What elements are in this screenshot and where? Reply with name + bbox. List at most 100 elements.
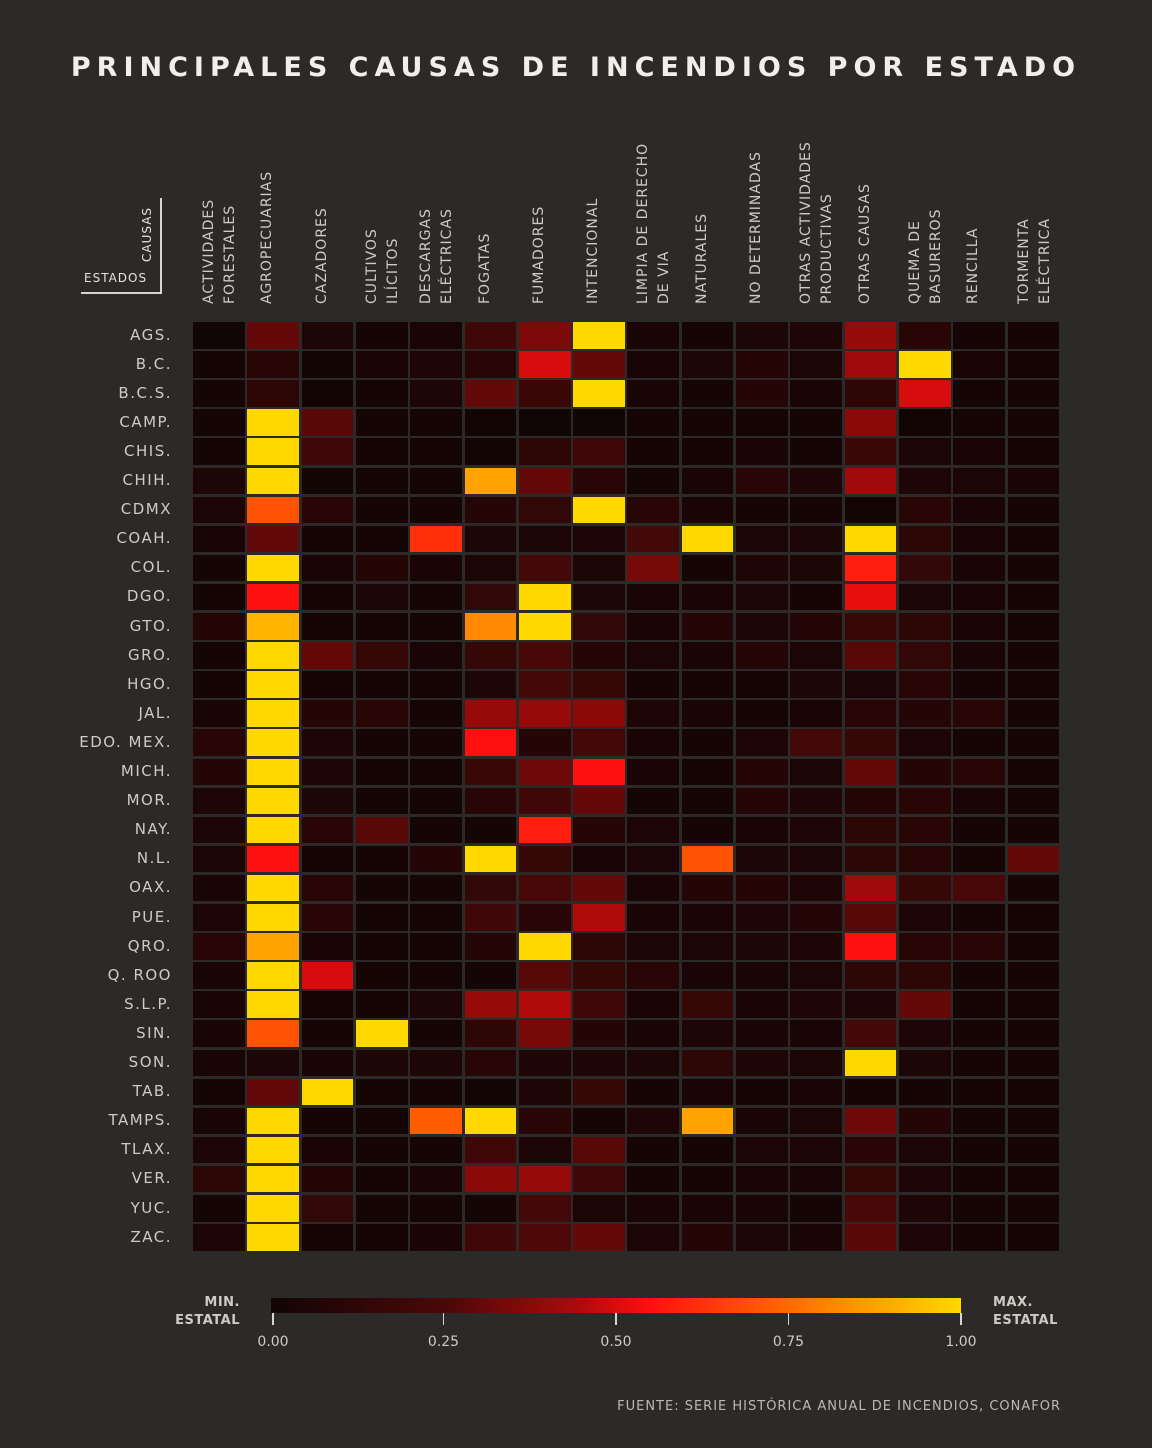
heatmap-cell	[898, 438, 951, 465]
heatmap-cell	[301, 525, 354, 553]
heatmap-cell	[247, 845, 300, 873]
heatmap-cell	[681, 1136, 734, 1164]
heatmap-cell	[898, 1107, 951, 1135]
heatmap-cell	[193, 933, 245, 960]
heatmap-cell	[247, 554, 300, 582]
heatmap-cell	[573, 1049, 625, 1077]
heatmap-cell	[355, 1049, 408, 1077]
heatmap-cell	[736, 438, 788, 465]
heatmap-cell	[247, 583, 300, 611]
heatmap-cell	[736, 583, 788, 611]
heatmap-cell	[518, 1049, 571, 1077]
heatmap-cell	[193, 322, 245, 349]
heatmap-cell	[1007, 787, 1060, 815]
heatmap-cell	[518, 583, 571, 611]
heatmap-cell	[953, 845, 1005, 873]
heatmap-cell	[736, 1165, 788, 1193]
heatmap-cell	[247, 438, 300, 465]
heatmap-cell	[193, 1049, 245, 1077]
heatmap-cell	[736, 1049, 788, 1077]
heatmap-cell	[1007, 642, 1060, 669]
source-note: FUENTE: SERIE HISTÓRICA ANUAL DE INCENDI…	[617, 1399, 1061, 1414]
heatmap-cell	[627, 322, 680, 349]
legend-tick-mark	[272, 1313, 274, 1325]
heatmap-cell	[844, 322, 897, 349]
heatmap-cell	[573, 438, 625, 465]
heatmap-cell	[953, 1078, 1005, 1106]
heatmap-cell	[681, 583, 734, 611]
heatmap-cell	[1007, 991, 1060, 1018]
chart-title: PRINCIPALES CAUSAS DE INCENDIOS POR ESTA…	[70, 52, 1082, 83]
heatmap-cell	[247, 933, 300, 960]
heatmap-cell	[898, 787, 951, 815]
heatmap-cell	[301, 1165, 354, 1193]
heatmap-cell	[247, 904, 300, 931]
heatmap-cell	[464, 1020, 517, 1047]
heatmap-cell	[681, 845, 734, 873]
heatmap-cell	[247, 729, 300, 756]
heatmap-cell	[247, 1049, 300, 1077]
heatmap-cell	[1007, 322, 1060, 349]
heatmap-cell	[518, 380, 571, 407]
heatmap-cell	[736, 380, 788, 407]
heatmap-cell	[301, 322, 354, 349]
heatmap-cell	[953, 1195, 1005, 1222]
row-label: HGO.	[127, 674, 172, 693]
heatmap-cell	[736, 1020, 788, 1047]
row-label: GRO.	[127, 645, 172, 664]
heatmap-cell	[681, 1020, 734, 1047]
legend-min-label: MIN. ESTATAL	[175, 1295, 240, 1328]
heatmap-cell	[464, 613, 517, 640]
heatmap-cell	[844, 1049, 897, 1077]
heatmap-cell	[681, 380, 734, 407]
heatmap-cell	[573, 554, 625, 582]
heatmap-cell	[410, 525, 462, 553]
legend-tick-label: 0.50	[600, 1334, 632, 1350]
row-label: MICH.	[120, 762, 172, 780]
heatmap-cell	[790, 1195, 843, 1222]
heatmap-cell	[573, 1195, 625, 1222]
heatmap-cell	[790, 1107, 843, 1135]
heatmap-cell	[247, 1020, 300, 1047]
heatmap-cell	[627, 671, 680, 698]
heatmap-cell	[844, 554, 897, 582]
heatmap-cell	[627, 933, 680, 960]
heatmap-cell	[410, 1136, 462, 1164]
row-label: SIN.	[136, 1023, 172, 1042]
heatmap-cell	[627, 438, 680, 465]
heatmap-cell	[898, 554, 951, 582]
heatmap-cell	[464, 496, 517, 524]
heatmap-cell	[953, 671, 1005, 698]
heatmap-cell	[844, 874, 897, 902]
heatmap-cell	[790, 1224, 843, 1251]
heatmap-cell	[1007, 671, 1060, 698]
heatmap-cell	[736, 787, 788, 815]
heatmap-cell	[953, 700, 1005, 727]
heatmap-cell	[464, 380, 517, 407]
heatmap-cell	[410, 933, 462, 960]
heatmap-cell	[518, 933, 571, 960]
heatmap-cell	[573, 525, 625, 553]
heatmap-cell	[518, 1020, 571, 1047]
heatmap-cell	[898, 671, 951, 698]
heatmap-cell	[844, 1224, 897, 1251]
heatmap-cell	[301, 409, 354, 436]
heatmap-cell	[898, 962, 951, 989]
heatmap-cell	[355, 438, 408, 465]
heatmap-cell	[193, 758, 245, 786]
heatmap-cell	[953, 1020, 1005, 1047]
heatmap-cell	[464, 962, 517, 989]
heatmap-cell	[736, 1136, 788, 1164]
heatmap-cell	[736, 642, 788, 669]
heatmap-cell	[464, 933, 517, 960]
heatmap-cell	[736, 671, 788, 698]
heatmap-cell	[898, 933, 951, 960]
heatmap-cell	[464, 758, 517, 786]
heatmap-cell	[681, 671, 734, 698]
heatmap-cell	[355, 816, 408, 844]
heatmap-cell	[518, 758, 571, 786]
heatmap-cell	[627, 409, 680, 436]
heatmap-cell	[627, 1195, 680, 1222]
heatmap-cell	[301, 438, 354, 465]
heatmap-cell	[301, 845, 354, 873]
